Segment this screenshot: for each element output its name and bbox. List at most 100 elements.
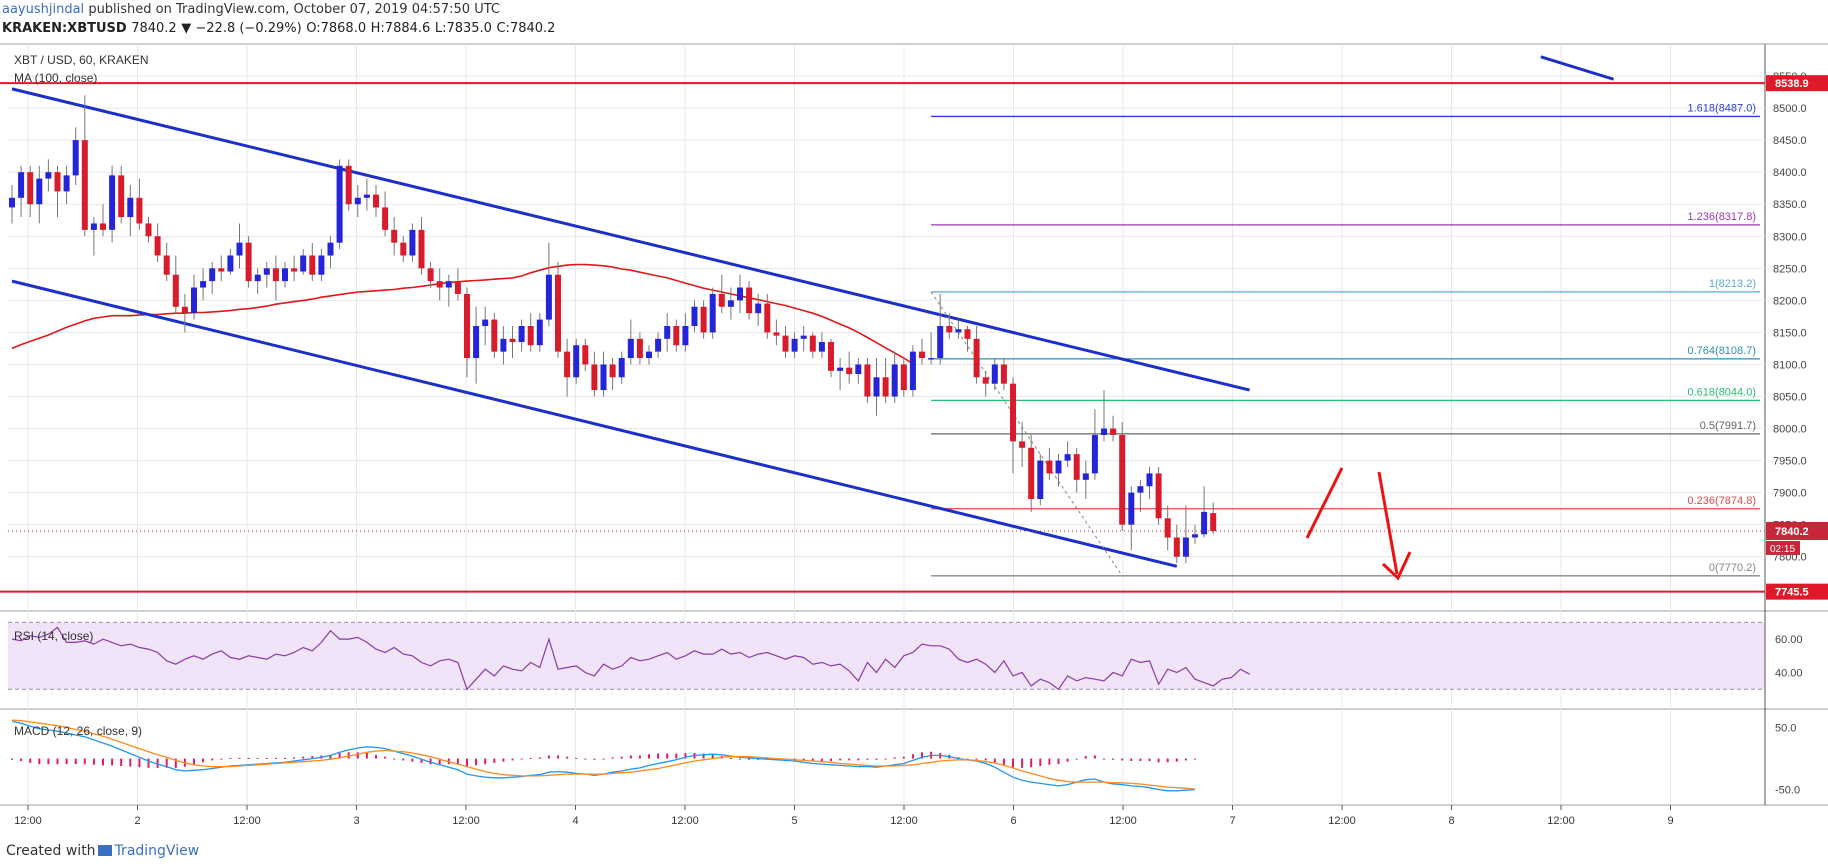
trendline [11,279,1178,568]
price-tick-label: 8150.0 [1773,327,1807,339]
candle [1128,492,1135,525]
low-value: 7835.0 [446,21,492,36]
tradingview-logo-icon [97,845,112,856]
macd-histogram-bar [1194,758,1196,760]
candle [955,329,962,333]
open-value: 7868.0 [320,21,367,36]
candle [464,293,470,359]
macd-histogram-bar [1121,758,1124,761]
macd-histogram-bar [156,758,159,768]
candle [882,377,889,397]
countdown-label: 02:15 [1770,544,1795,555]
footer: Created with TradingView [6,843,199,859]
macd-histogram-bar [1075,758,1078,760]
candle [236,242,243,256]
candle [700,306,707,333]
level-price-label: 7745.5 [1775,587,1809,599]
candle [272,268,279,282]
candle [363,194,370,198]
price-tick-label: 8300.0 [1773,231,1807,243]
candle [1019,441,1026,448]
macd-histogram-bar [256,757,259,759]
tradingview-brand-link[interactable]: TradingView [114,843,200,859]
macd-histogram-bar [302,756,305,759]
candle [209,268,216,282]
macd-histogram-bar [411,758,414,762]
macd-histogram-bar [420,758,423,763]
macd-histogram-bar [1148,758,1151,762]
macd-histogram-bar [393,758,396,760]
candle [36,178,43,205]
macd-histogram-bar [174,758,177,768]
candle [737,287,743,301]
macd-histogram-bar [538,757,541,759]
macd-histogram-bar [11,758,13,760]
price-tick-label: 8250.0 [1773,263,1807,275]
price-pane[interactable] [8,44,1765,608]
x-tick-label: 12:00 [671,815,699,827]
macd-histogram-bar [875,758,878,760]
candle [727,300,734,307]
candle [1046,460,1053,474]
macd-histogram-bar [429,758,432,765]
candle [636,338,643,359]
candle [1201,511,1208,535]
x-tick-label: 8 [1448,815,1454,827]
candle [846,367,853,375]
macd-histogram-bar [575,757,578,759]
candle [900,364,907,391]
macd-histogram-bar [1166,758,1169,763]
price-tick-label: 8400.0 [1773,167,1807,179]
candle [218,268,225,272]
candle [773,332,780,336]
macd-histogram-bar [702,753,705,759]
macd-histogram-bar [675,753,678,759]
candle [1210,513,1217,532]
x-tick-label: 12:00 [1547,815,1575,827]
macd-histogram-bar [511,758,514,761]
up-arrow-annotation [1305,467,1344,539]
x-tick-label: 6 [1010,815,1016,827]
candle [45,172,52,179]
macd-histogram-bar [20,758,23,762]
published-text: published on TradingView.com, October 07… [88,2,500,17]
candle [127,197,134,218]
candle [782,335,789,352]
macd-histogram-bar [1048,758,1051,765]
candle [136,197,143,224]
macd-histogram-bar [1103,758,1105,760]
trendline [1540,55,1615,81]
macd-histogram-bar [584,758,587,760]
high-value: 7884.6 [384,21,431,36]
macd-histogram-bar [293,757,296,759]
macd-histogram-bar [1184,758,1187,761]
candle [973,338,980,378]
macd-histogram-bar [629,755,632,759]
candle [191,287,197,314]
candle [1064,454,1071,461]
macd-histogram-bar [884,758,887,760]
fib-level-label: 0(7770.2) [1709,562,1756,574]
macd-histogram-bar [566,756,569,759]
macd-histogram-bar [365,752,368,759]
macd-line [11,720,1196,792]
price-tick-label: 8050.0 [1773,392,1807,404]
author-link[interactable]: aayushjindal [2,2,85,17]
macd-histogram-bar [329,754,332,759]
price-tick-label: 8000.0 [1773,424,1807,436]
candle [282,268,288,282]
ma-100-line [11,263,914,365]
price-tick-label: 8450.0 [1773,135,1807,147]
macd-histogram-bar [911,754,914,759]
macd-histogram-bar [611,757,614,759]
candle [1073,454,1080,480]
candle [1137,486,1144,493]
macd-histogram-bar [848,758,851,761]
ma-label: MA (100, close) [14,71,97,85]
candle [473,326,480,359]
macd-histogram-bar [711,754,714,759]
x-tick-label: 5 [791,815,797,827]
candle [1037,460,1044,500]
rsi-tick-label: 60.00 [1775,634,1803,646]
